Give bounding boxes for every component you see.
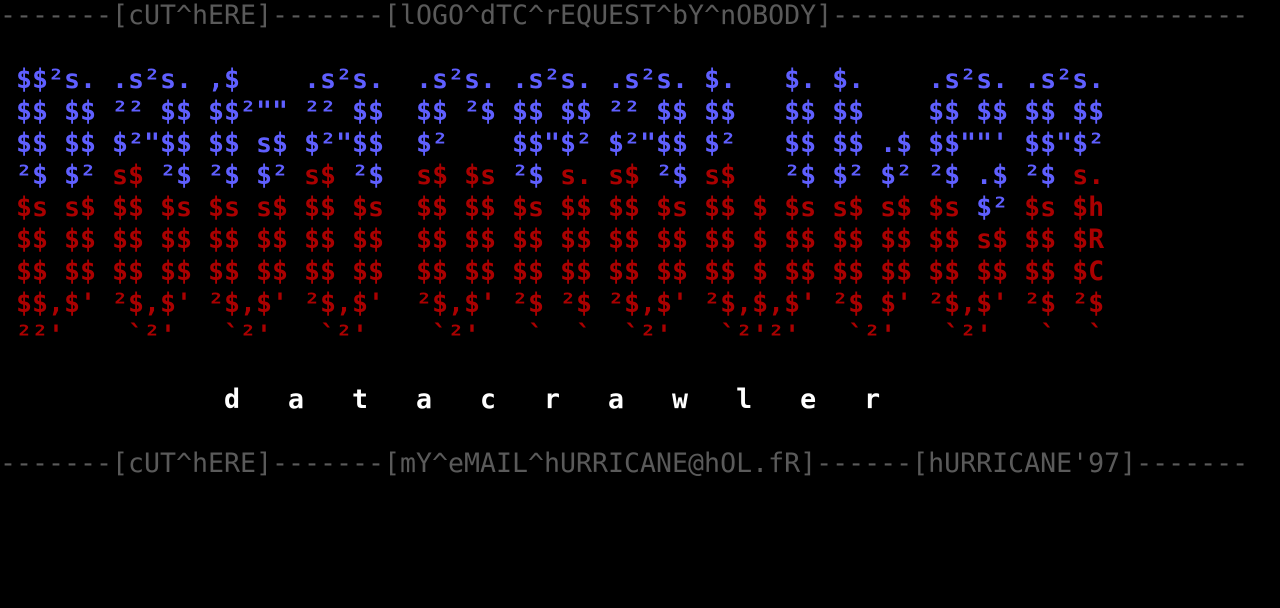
art-segment-red: s$ xyxy=(704,160,737,191)
art-segment-blue: $$ $$ $²"$$ $$ s$ $²"$$ $² $$"$² $²"$$ $… xyxy=(0,128,1105,159)
art-segment-red: s. s$ xyxy=(560,160,641,191)
art-segment-red: $$ $$ $$ $$ $$ $$ $$ $$ $$ $$ $$ $$ $$ $… xyxy=(0,224,1105,255)
art-segment-red: s$ xyxy=(304,160,337,191)
art-segment-blue: ²$ xyxy=(336,160,417,191)
art-segment-blue: $$²s. .s²s. ,$ .s²s. .s²s. .s²s. .s²s. $… xyxy=(0,64,1105,95)
art-segment-blue: ²$ xyxy=(640,160,705,191)
art-segment-blue: $$ $$ ²² $$ $$²"" ²² $$ $$ ²$ $$ $$ ²² $… xyxy=(0,96,1105,127)
art-segment-red: s. xyxy=(1072,160,1105,191)
art-segment-red: s$ xyxy=(112,160,145,191)
art-segment-blue: ²$ $² xyxy=(0,160,113,191)
datacrawler-subtitle: d a t a c r a w l e r xyxy=(0,384,881,415)
art-row: ²²' `²' `²' `²' `²' ` ` `²' `²'²' `²' `²… xyxy=(0,320,1104,352)
art-row: $s s$ $$ $s $s s$ $$ $s $$ $$ $s $$ $$ $… xyxy=(0,192,1104,224)
art-row: ²$ $² s$ ²$ ²$ $² s$ ²$ s$ $s ²$ s. s$ ²… xyxy=(0,160,1104,192)
art-segment-red: $s s$ $$ $s $s s$ $$ $s $$ $$ $s $$ $$ $… xyxy=(0,192,977,223)
art-segment-red: $s $h xyxy=(1008,192,1105,223)
art-row: $$ $$ ²² $$ $$²"" ²² $$ $$ ²$ $$ $$ ²² $… xyxy=(0,96,1104,128)
art-segment-blue: ²$ ²$ $² xyxy=(144,160,305,191)
art-segment-red: s$ $s xyxy=(416,160,497,191)
art-row: $$ $$ $$ $$ $$ $$ $$ $$ $$ $$ $$ $$ $$ $… xyxy=(0,256,1104,288)
art-segment-red: $$,$' ²$,$' ²$,$' ²$,$' ²$,$' ²$ ²$ ²$,$… xyxy=(0,288,1105,319)
art-row: $$ $$ $²"$$ $$ s$ $²"$$ $² $$"$² $²"$$ $… xyxy=(0,128,1104,160)
art-row: $$²s. .s²s. ,$ .s²s. .s²s. .s²s. .s²s. $… xyxy=(0,64,1104,96)
art-segment-red: $$ $$ $$ $$ $$ $$ $$ $$ $$ $$ $$ $$ $$ $… xyxy=(0,256,1105,287)
art-row: $$,$' ²$,$' ²$,$' ²$,$' ²$,$' ²$ ²$ ²$,$… xyxy=(0,288,1104,320)
art-segment-blue: ²$ $² $² ²$ .$ ²$ xyxy=(736,160,1073,191)
art-segment-blue: $² xyxy=(976,192,1009,223)
header-cut-line: -------[cUT^hERE]-------[lOGO^dTC^rEQUES… xyxy=(0,0,1249,31)
art-segment-blue: ²$ xyxy=(496,160,561,191)
footer-cut-line: -------[cUT^hERE]-------[mY^eMAIL^hURRIC… xyxy=(0,448,1249,479)
art-row: $$ $$ $$ $$ $$ $$ $$ $$ $$ $$ $$ $$ $$ $… xyxy=(0,224,1104,256)
art-segment-red: ²²' `²' `²' `²' `²' ` ` `²' `²'²' `²' `²… xyxy=(0,320,1105,351)
